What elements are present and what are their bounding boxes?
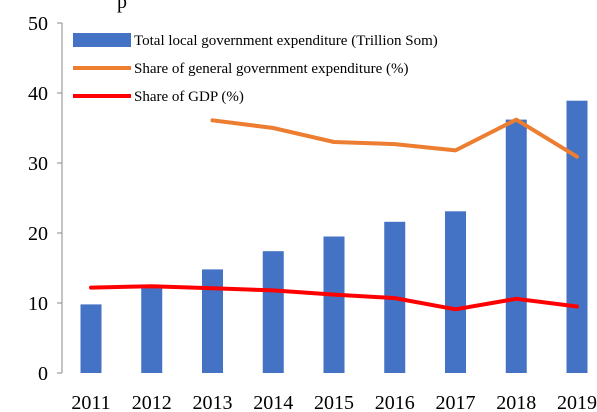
y-tick-label: 0: [38, 363, 48, 385]
y-axis-ticks: 0 10 20 30 40 50: [28, 13, 62, 385]
y-tick-label: 50: [28, 13, 48, 35]
x-tick-label: 2019: [557, 392, 597, 412]
bar: [202, 269, 223, 373]
bar: [566, 100, 588, 373]
line-series: [89, 117, 579, 312]
series-line: [89, 284, 579, 312]
bar: [262, 251, 284, 373]
x-tick-label: 2011: [71, 392, 110, 412]
legend: Total local government expenditure (Tril…: [73, 33, 438, 105]
legend-swatch-bar: [73, 33, 131, 47]
x-tick-label: 2015: [314, 392, 354, 412]
y-tick-label: 30: [28, 153, 48, 175]
bar: [505, 119, 527, 373]
y-tick-label: 20: [28, 223, 48, 245]
legend-label: Share of GDP (%): [134, 89, 244, 105]
y-tick-label: 10: [28, 293, 48, 315]
bar: [323, 236, 345, 373]
legend-label: Total local government expenditure (Tril…: [134, 33, 438, 49]
x-tick-label: 2012: [132, 392, 172, 412]
series-line: [210, 117, 579, 159]
x-axis-ticks: 2011 2012 2013 2014 2015 2016 2017 2018 2019: [71, 392, 597, 412]
legend-label: Share of general government expenditure …: [134, 61, 408, 77]
y-tick-label: 40: [28, 83, 48, 105]
x-tick-label: 2014: [253, 392, 293, 412]
bar: [141, 286, 163, 373]
x-tick-label: 2017: [436, 392, 476, 412]
x-tick-label: 2013: [193, 392, 233, 412]
bar: [80, 304, 102, 373]
x-tick-label: 2018: [496, 392, 536, 412]
x-tick-label: 2016: [375, 392, 415, 412]
bar: [445, 211, 466, 373]
chart-title-fragment: p: [117, 0, 127, 13]
